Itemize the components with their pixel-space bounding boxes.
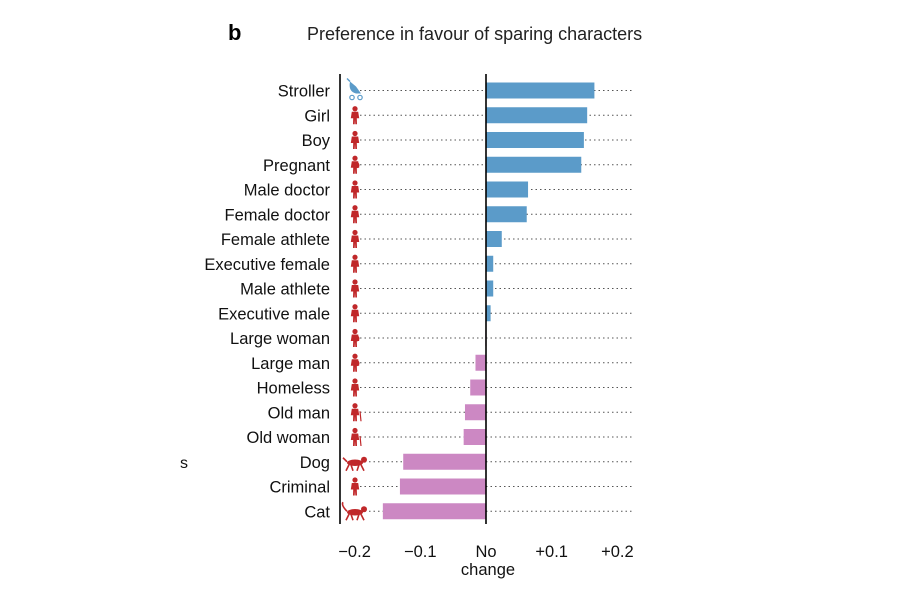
girl-icon xyxy=(350,106,360,125)
gridlines xyxy=(360,90,632,512)
category-label: Cat xyxy=(304,503,330,521)
bar-female-athlete xyxy=(486,231,502,247)
old-man-icon xyxy=(350,403,362,422)
category-label: Large woman xyxy=(230,330,330,348)
category-label: Boy xyxy=(302,132,331,150)
panel-letter: b xyxy=(228,20,241,45)
x-tick-sublabel: change xyxy=(461,561,515,579)
x-tick-label: No xyxy=(475,543,496,561)
category-label: Old man xyxy=(268,404,330,422)
homeless-icon xyxy=(350,378,360,397)
x-tick-label: +0.2 xyxy=(601,543,634,561)
category-label: Old woman xyxy=(247,429,330,447)
cat-icon xyxy=(341,501,367,521)
male-doctor-icon xyxy=(350,180,360,199)
category-icons xyxy=(341,78,367,521)
large-woman-icon xyxy=(350,328,360,347)
bar-old-man xyxy=(464,404,486,421)
category-label: Stroller xyxy=(278,83,331,101)
bar-executive-male xyxy=(486,305,491,322)
boy-icon xyxy=(350,130,360,149)
bar-cat xyxy=(382,503,486,520)
bar-pregnant xyxy=(486,156,582,173)
category-label: Pregnant xyxy=(263,157,330,175)
criminal-icon xyxy=(350,477,360,496)
category-label: Executive male xyxy=(218,305,330,323)
bar-girl xyxy=(486,107,588,124)
male-athlete-icon xyxy=(350,279,360,298)
bar-large-man xyxy=(475,354,486,371)
category-label: Girl xyxy=(304,107,330,125)
category-label: Male doctor xyxy=(244,182,331,200)
category-labels: Stroller Girl Boy Pregnant Male doctor Female… xyxy=(204,83,330,522)
bar-old-woman xyxy=(463,429,486,445)
bar-stroller xyxy=(486,82,595,99)
x-tick-label: −0.2 xyxy=(338,543,371,561)
category-label: Female doctor xyxy=(225,206,331,224)
category-label: Large man xyxy=(251,355,330,373)
axes xyxy=(339,74,487,524)
old-woman-icon xyxy=(350,427,362,447)
category-label: Homeless xyxy=(257,380,330,398)
bar-criminal xyxy=(399,478,486,495)
dog-icon xyxy=(342,456,367,472)
side-label: s xyxy=(180,455,188,472)
category-label: Criminal xyxy=(269,479,330,497)
bars xyxy=(382,82,595,520)
female-doctor-icon xyxy=(350,205,360,224)
large-man-icon xyxy=(350,353,360,372)
pregnant-icon xyxy=(350,155,360,174)
bar-executive-female xyxy=(486,255,494,272)
bar-dog xyxy=(403,453,486,470)
bar-female-doctor xyxy=(486,206,527,223)
category-label: Executive female xyxy=(204,256,330,274)
category-label: Male athlete xyxy=(240,281,330,299)
bar-male-doctor xyxy=(486,181,529,198)
female-athlete-icon xyxy=(350,229,360,248)
x-tick-label: +0.1 xyxy=(535,543,568,561)
chart-title: Preference in favour of sparing characte… xyxy=(307,24,642,44)
bar-homeless xyxy=(470,379,486,396)
stroller-icon xyxy=(346,78,363,101)
category-label: Female athlete xyxy=(221,231,330,249)
bar-boy xyxy=(486,132,584,148)
bar-male-athlete xyxy=(486,280,494,297)
executive-male-icon xyxy=(350,304,360,323)
category-label: Dog xyxy=(300,454,330,472)
x-tick-label: −0.1 xyxy=(404,543,437,561)
executive-female-icon xyxy=(350,254,360,273)
